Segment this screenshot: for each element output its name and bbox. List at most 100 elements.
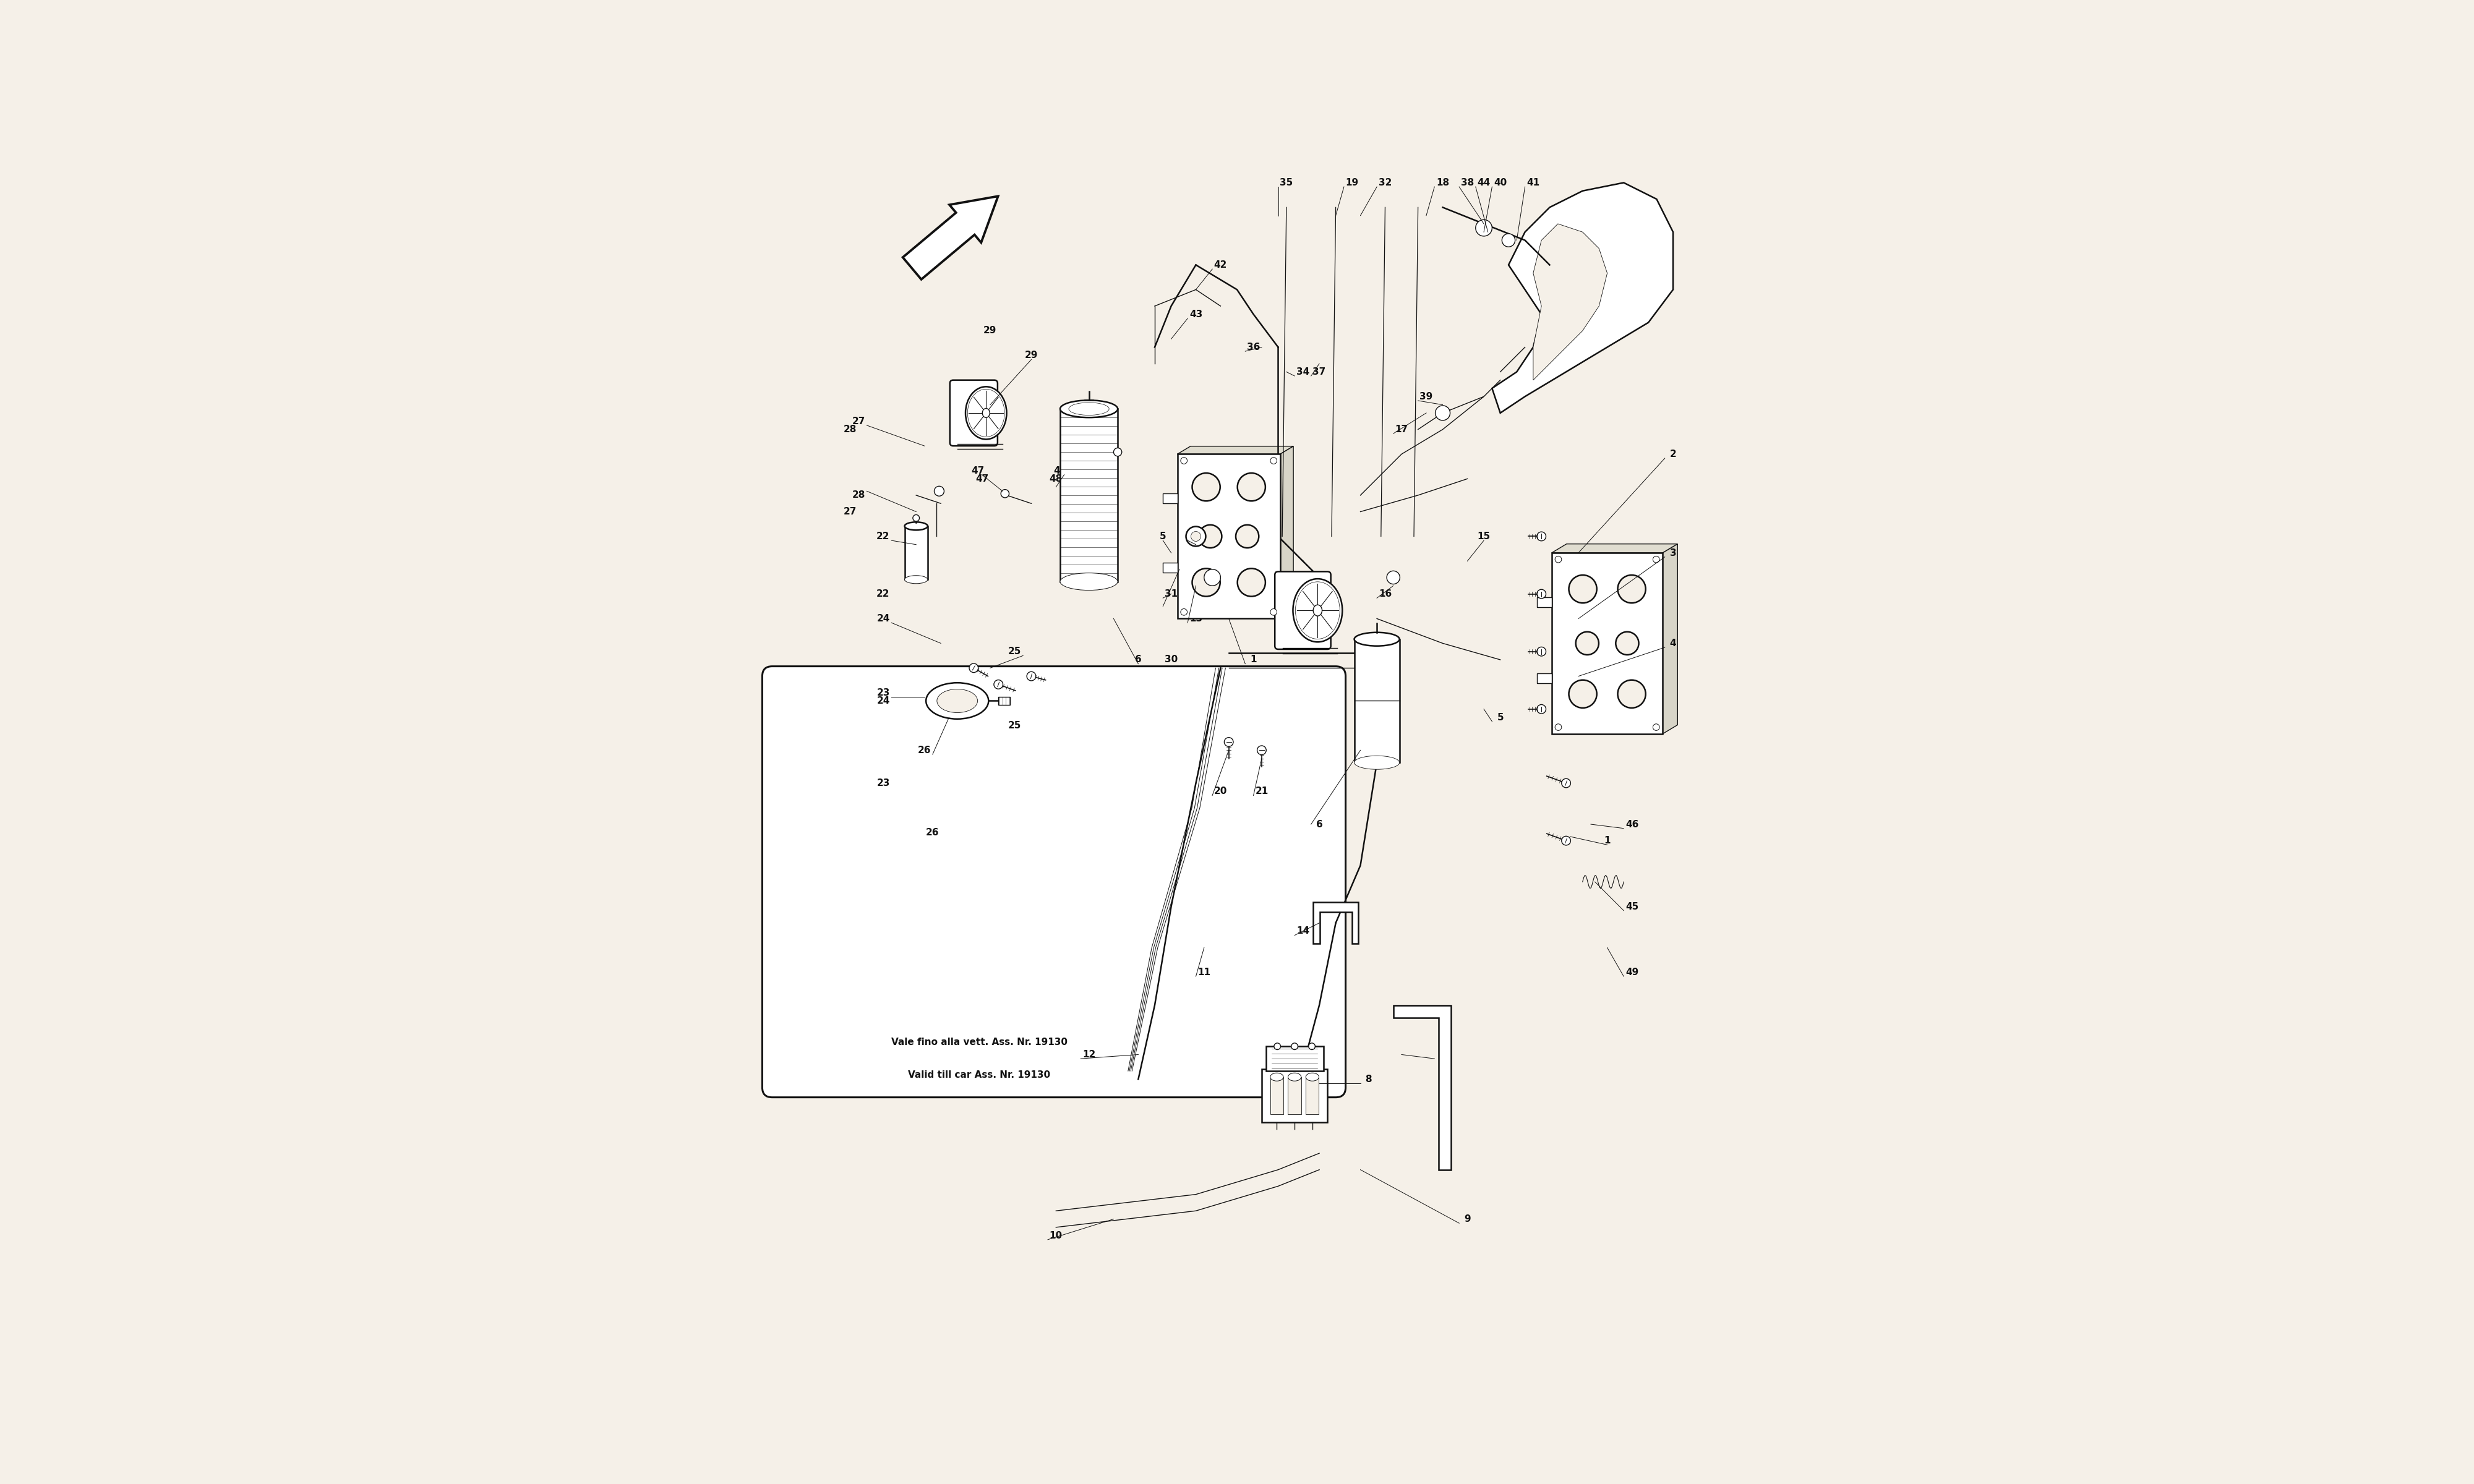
Text: 16: 16 [1378, 589, 1393, 598]
Ellipse shape [1069, 402, 1108, 416]
Text: 30: 30 [1165, 654, 1178, 665]
Bar [1178, 454, 1279, 619]
Ellipse shape [1306, 1073, 1319, 1080]
Bar [1536, 674, 1551, 683]
Circle shape [1435, 405, 1450, 420]
Text: 8: 8 [1366, 1074, 1373, 1083]
Ellipse shape [1269, 1073, 1284, 1080]
FancyBboxPatch shape [762, 666, 1346, 1097]
Text: 49: 49 [1625, 968, 1638, 976]
Circle shape [1388, 571, 1400, 585]
Ellipse shape [1353, 632, 1400, 646]
Text: 44: 44 [1477, 178, 1489, 187]
Ellipse shape [1353, 755, 1400, 769]
Polygon shape [1534, 224, 1608, 380]
Circle shape [1274, 1043, 1282, 1049]
Text: 2: 2 [1670, 450, 1677, 459]
Text: 48: 48 [1049, 475, 1061, 484]
Bar [1163, 494, 1178, 503]
Polygon shape [1551, 545, 1677, 554]
Bar [1059, 410, 1118, 582]
Text: 13: 13 [1190, 614, 1202, 623]
Text: 42: 42 [1215, 260, 1227, 270]
Polygon shape [1314, 902, 1358, 944]
Circle shape [1536, 531, 1546, 540]
Circle shape [1561, 835, 1571, 846]
Text: 6: 6 [1136, 654, 1141, 665]
Circle shape [1269, 608, 1277, 616]
Text: 39: 39 [1420, 392, 1432, 401]
Circle shape [1192, 568, 1220, 597]
Text: 9: 9 [1465, 1214, 1470, 1224]
Text: 21: 21 [1254, 787, 1269, 795]
Circle shape [1192, 473, 1220, 502]
Ellipse shape [925, 683, 990, 718]
Polygon shape [1393, 1005, 1450, 1169]
Text: 28: 28 [844, 424, 856, 435]
Text: 19: 19 [1346, 178, 1358, 187]
FancyBboxPatch shape [1274, 571, 1331, 649]
Circle shape [1190, 531, 1200, 542]
Ellipse shape [905, 576, 928, 583]
Text: 29: 29 [985, 326, 997, 335]
Circle shape [913, 515, 920, 521]
Text: 27: 27 [851, 417, 866, 426]
Text: 46: 46 [1625, 819, 1638, 830]
Text: 26: 26 [925, 828, 940, 837]
Text: 24: 24 [876, 614, 891, 623]
Circle shape [1576, 632, 1598, 654]
Text: 37: 37 [1314, 367, 1326, 377]
Circle shape [1618, 574, 1645, 603]
Text: 20: 20 [1215, 787, 1227, 795]
Circle shape [1205, 570, 1220, 586]
Ellipse shape [965, 387, 1007, 439]
Bar [1163, 562, 1178, 573]
Text: 17: 17 [1395, 424, 1408, 435]
Text: 45: 45 [1625, 902, 1638, 911]
Text: 12: 12 [1081, 1049, 1096, 1060]
Circle shape [1616, 632, 1638, 654]
Text: 22: 22 [876, 589, 891, 598]
Polygon shape [903, 196, 997, 279]
Circle shape [1653, 556, 1660, 562]
Text: 4: 4 [1670, 638, 1677, 649]
Circle shape [1002, 490, 1009, 497]
Circle shape [1536, 647, 1546, 656]
Text: 3: 3 [1670, 548, 1677, 558]
Text: 7: 7 [1440, 1049, 1445, 1060]
Circle shape [1180, 608, 1188, 616]
Text: 11: 11 [1197, 968, 1210, 976]
Text: 47: 47 [972, 466, 985, 475]
Text: 5: 5 [1497, 712, 1504, 721]
Bar [1267, 1046, 1324, 1071]
Ellipse shape [1294, 579, 1343, 643]
Polygon shape [1492, 183, 1672, 413]
Ellipse shape [1059, 573, 1118, 591]
Text: 6: 6 [1316, 819, 1324, 830]
Ellipse shape [1059, 401, 1118, 417]
Circle shape [1569, 574, 1596, 603]
Text: 1: 1 [1249, 654, 1257, 665]
Circle shape [1185, 527, 1205, 546]
Polygon shape [1663, 545, 1677, 733]
Text: 34: 34 [1296, 367, 1309, 377]
Text: 15: 15 [1477, 531, 1489, 542]
Text: 27: 27 [844, 508, 856, 516]
Polygon shape [1178, 447, 1294, 454]
Circle shape [1309, 1043, 1316, 1049]
Text: 14: 14 [1296, 926, 1309, 936]
Bar [1536, 597, 1551, 607]
Text: 29: 29 [1024, 350, 1039, 361]
Ellipse shape [938, 689, 977, 712]
Circle shape [1225, 738, 1235, 746]
Text: 31: 31 [1165, 589, 1178, 598]
Circle shape [1536, 589, 1546, 598]
Polygon shape [1279, 447, 1294, 619]
Bar [905, 527, 928, 580]
Text: 24: 24 [876, 696, 891, 705]
Text: 5: 5 [1160, 531, 1165, 542]
Circle shape [1269, 457, 1277, 464]
Bar [1551, 554, 1663, 733]
Circle shape [1536, 705, 1546, 714]
Circle shape [1653, 724, 1660, 730]
